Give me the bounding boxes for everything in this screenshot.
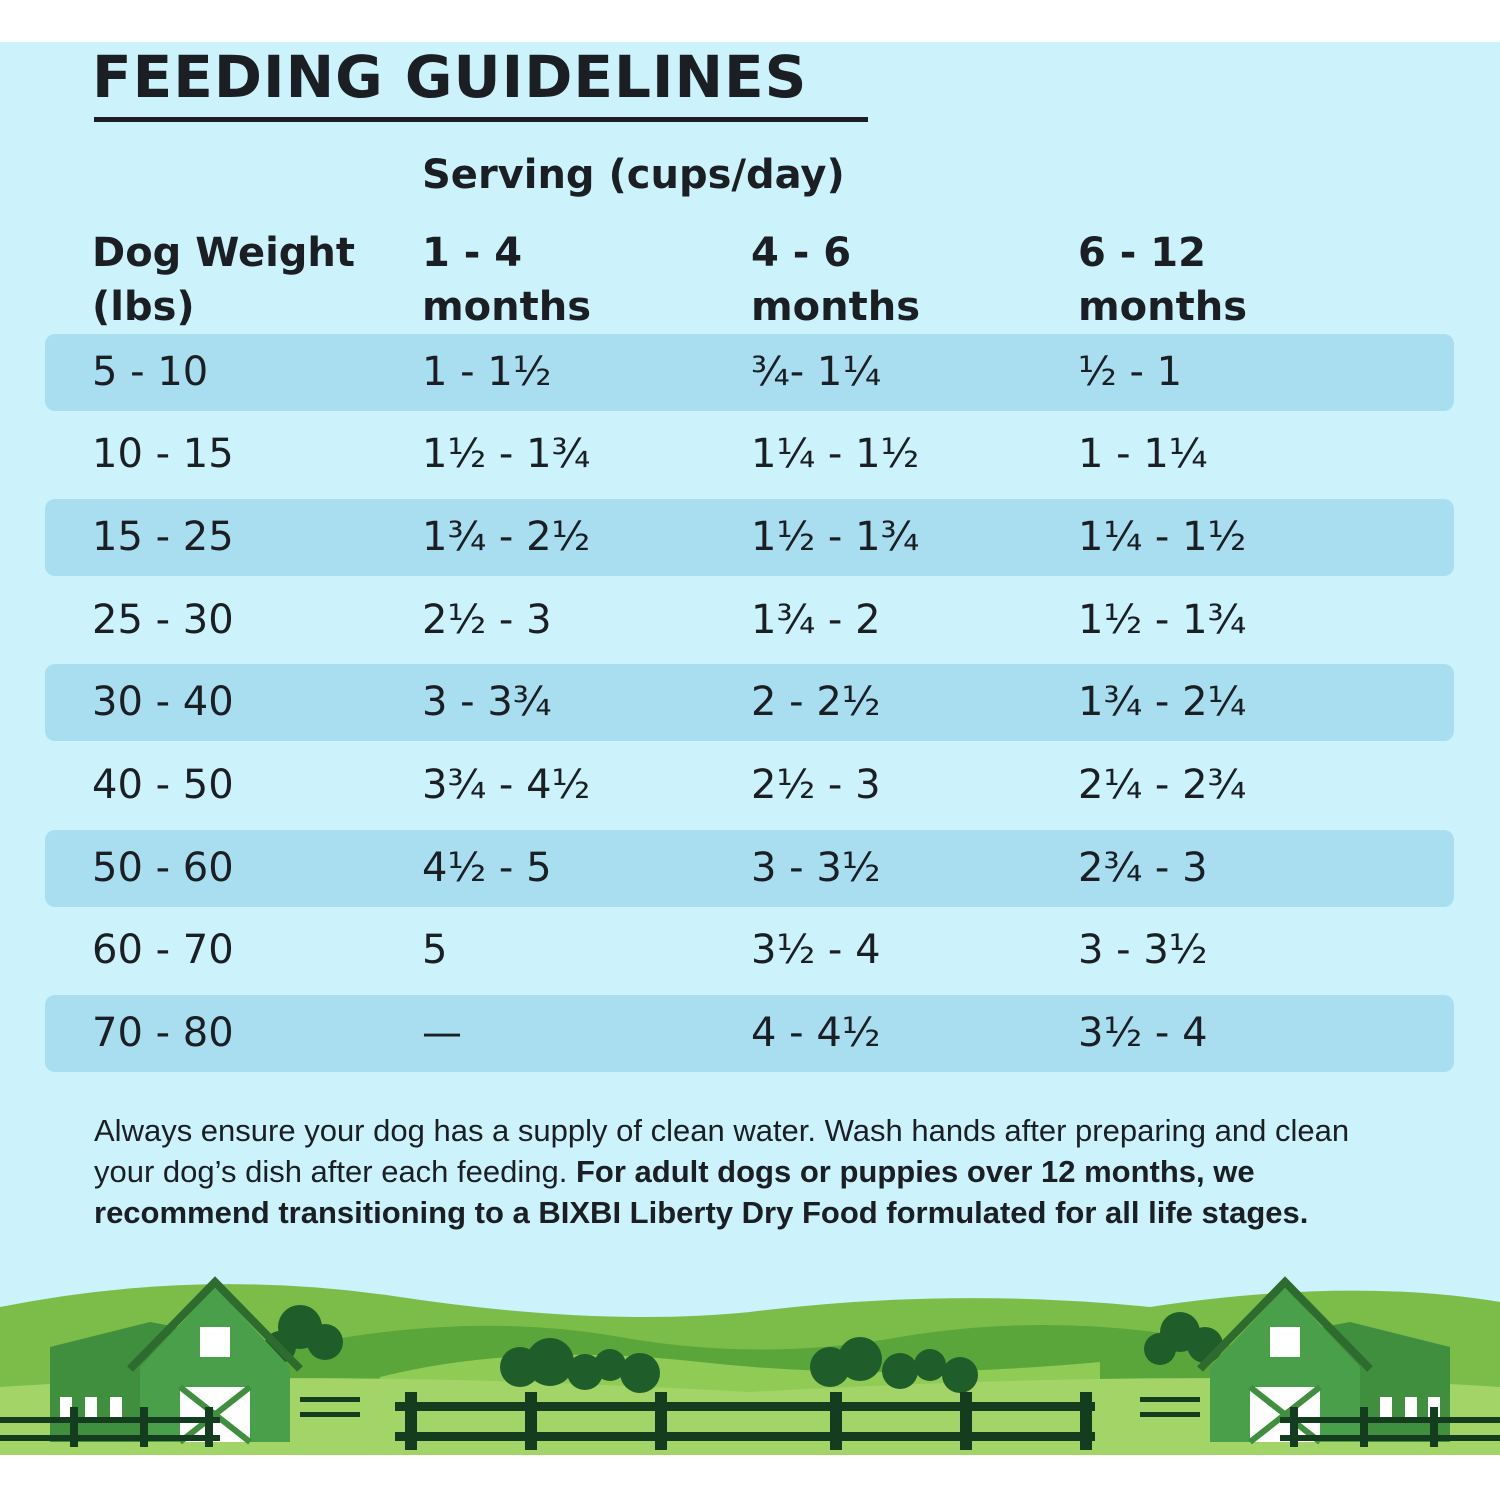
serving-6-12-cell: 2¾ - 3 <box>1078 845 1208 891</box>
title-underline <box>94 117 868 122</box>
weight-cell: 10 - 15 <box>92 431 234 477</box>
column-header-age-4-6: 4 - 6 months <box>751 226 920 334</box>
table-row: 60 - 70 5 3½ - 4 3 - 3½ <box>45 912 1454 989</box>
feeding-guidelines-panel: FEEDING GUIDELINES Serving (cups/day) Do… <box>0 42 1500 1455</box>
column-header-age-6-12-line1: 6 - 12 <box>1078 230 1206 276</box>
serving-4-6-cell: 4 - 4½ <box>751 1010 881 1056</box>
serving-1-4-cell: 5 <box>422 927 448 973</box>
serving-6-12-cell: 1¾ - 2¼ <box>1078 679 1247 725</box>
farm-scene-illustration <box>0 1276 1500 1455</box>
weight-cell: 5 - 10 <box>92 349 209 395</box>
serving-1-4-cell: 1½ - 1¾ <box>422 431 591 477</box>
fence-icon <box>0 1392 1500 1450</box>
serving-6-12-cell: 1 - 1¼ <box>1078 431 1208 477</box>
serving-4-6-cell: 2 - 2½ <box>751 679 881 725</box>
serving-4-6-cell: 3½ - 4 <box>751 927 881 973</box>
serving-1-4-cell: 3 - 3¾ <box>422 679 552 725</box>
table-row: 50 - 60 4½ - 5 3 - 3½ 2¾ - 3 <box>45 830 1454 907</box>
table-row: 30 - 40 3 - 3¾ 2 - 2½ 1¾ - 2¼ <box>45 664 1454 741</box>
weight-cell: 50 - 60 <box>92 845 234 891</box>
column-header-age-6-12-line2: months <box>1078 284 1248 330</box>
table-row: 5 - 10 1 - 1½ ¾- 1¼ ½ - 1 <box>45 334 1454 411</box>
column-header-age-6-12: 6 - 12 months <box>1078 226 1247 334</box>
page-title: FEEDING GUIDELINES <box>92 43 808 111</box>
serving-6-12-cell: 2¼ - 2¾ <box>1078 762 1247 808</box>
tree-icon <box>264 1305 1223 1393</box>
serving-1-4-cell: 1¾ - 2½ <box>422 514 591 560</box>
serving-1-4-cell: 3¾ - 4½ <box>422 762 591 808</box>
table-row: 70 - 80 — 4 - 4½ 3½ - 4 <box>45 995 1454 1072</box>
serving-6-12-cell: 1½ - 1¾ <box>1078 597 1247 643</box>
serving-6-12-cell: ½ - 1 <box>1078 349 1183 395</box>
serving-6-12-cell: 1¼ - 1½ <box>1078 514 1247 560</box>
barn-icon <box>1197 1276 1450 1445</box>
column-header-age-1-4: 1 - 4 months <box>422 226 591 334</box>
weight-cell: 15 - 25 <box>92 514 234 560</box>
serving-1-4-cell: — <box>422 1010 462 1056</box>
feeding-note: Always ensure your dog has a supply of c… <box>94 1110 1414 1233</box>
serving-1-4-cell: 4½ - 5 <box>422 845 552 891</box>
column-header-weight-line1: Dog Weight <box>92 230 356 276</box>
serving-4-6-cell: 1¼ - 1½ <box>751 431 920 477</box>
feeding-note-regular: Always ensure your dog has a supply of c… <box>94 1113 1350 1189</box>
table-row: 15 - 25 1¾ - 2½ 1½ - 1¾ 1¼ - 1½ <box>45 499 1454 576</box>
serving-1-4-cell: 2½ - 3 <box>422 597 552 643</box>
serving-4-6-cell: 1½ - 1¾ <box>751 514 920 560</box>
column-header-age-4-6-line2: months <box>751 284 921 330</box>
weight-cell: 40 - 50 <box>92 762 234 808</box>
serving-4-6-cell: 1¾ - 2 <box>751 597 881 643</box>
weight-cell: 70 - 80 <box>92 1010 234 1056</box>
serving-4-6-cell: 2½ - 3 <box>751 762 881 808</box>
table-row: 25 - 30 2½ - 3 1¾ - 2 1½ - 1¾ <box>45 582 1454 659</box>
feeding-note-bold: For adult dogs or puppies over 12 months… <box>94 1154 1309 1230</box>
serving-1-4-cell: 1 - 1½ <box>422 349 552 395</box>
column-header-age-4-6-line1: 4 - 6 <box>751 230 852 276</box>
serving-4-6-cell: ¾- 1¼ <box>751 349 882 395</box>
barn-icon <box>50 1276 303 1445</box>
serving-header: Serving (cups/day) <box>422 152 845 198</box>
column-header-weight: Dog Weight (lbs) <box>92 226 355 334</box>
table-row: 10 - 15 1½ - 1¾ 1¼ - 1½ 1 - 1¼ <box>45 416 1454 493</box>
column-header-weight-line2: (lbs) <box>92 284 195 330</box>
weight-cell: 30 - 40 <box>92 679 234 725</box>
weight-cell: 25 - 30 <box>92 597 234 643</box>
column-header-age-1-4-line1: 1 - 4 <box>422 230 523 276</box>
weight-cell: 60 - 70 <box>92 927 234 973</box>
serving-6-12-cell: 3 - 3½ <box>1078 927 1208 973</box>
table-row: 40 - 50 3¾ - 4½ 2½ - 3 2¼ - 2¾ <box>45 747 1454 824</box>
column-header-age-1-4-line2: months <box>422 284 592 330</box>
serving-6-12-cell: 3½ - 4 <box>1078 1010 1208 1056</box>
serving-4-6-cell: 3 - 3½ <box>751 845 881 891</box>
